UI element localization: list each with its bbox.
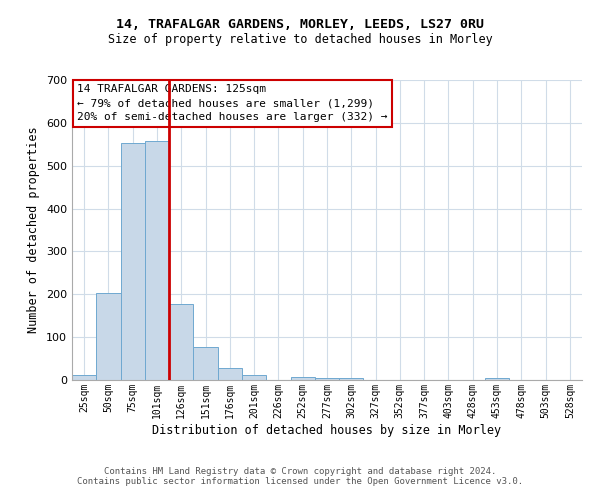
Text: 14, TRAFALGAR GARDENS, MORLEY, LEEDS, LS27 0RU: 14, TRAFALGAR GARDENS, MORLEY, LEEDS, LS…	[116, 18, 484, 30]
Bar	[193, 348, 218, 380]
Text: Contains public sector information licensed under the Open Government Licence v3: Contains public sector information licen…	[77, 477, 523, 486]
Bar	[121, 143, 145, 380]
X-axis label: Distribution of detached houses by size in Morley: Distribution of detached houses by size …	[152, 424, 502, 436]
Text: 14 TRAFALGAR GARDENS: 125sqm
← 79% of detached houses are smaller (1,299)
20% of: 14 TRAFALGAR GARDENS: 125sqm ← 79% of de…	[77, 84, 388, 122]
Bar	[96, 293, 121, 380]
Text: Contains HM Land Registry data © Crown copyright and database right 2024.: Contains HM Land Registry data © Crown c…	[104, 467, 496, 476]
Bar	[339, 378, 364, 380]
Bar	[315, 378, 339, 380]
Bar	[485, 378, 509, 380]
Bar	[72, 375, 96, 380]
Bar	[169, 304, 193, 380]
Bar	[242, 376, 266, 380]
Text: Size of property relative to detached houses in Morley: Size of property relative to detached ho…	[107, 32, 493, 46]
Bar	[290, 376, 315, 380]
Bar	[218, 368, 242, 380]
Bar	[145, 141, 169, 380]
Y-axis label: Number of detached properties: Number of detached properties	[28, 126, 40, 334]
